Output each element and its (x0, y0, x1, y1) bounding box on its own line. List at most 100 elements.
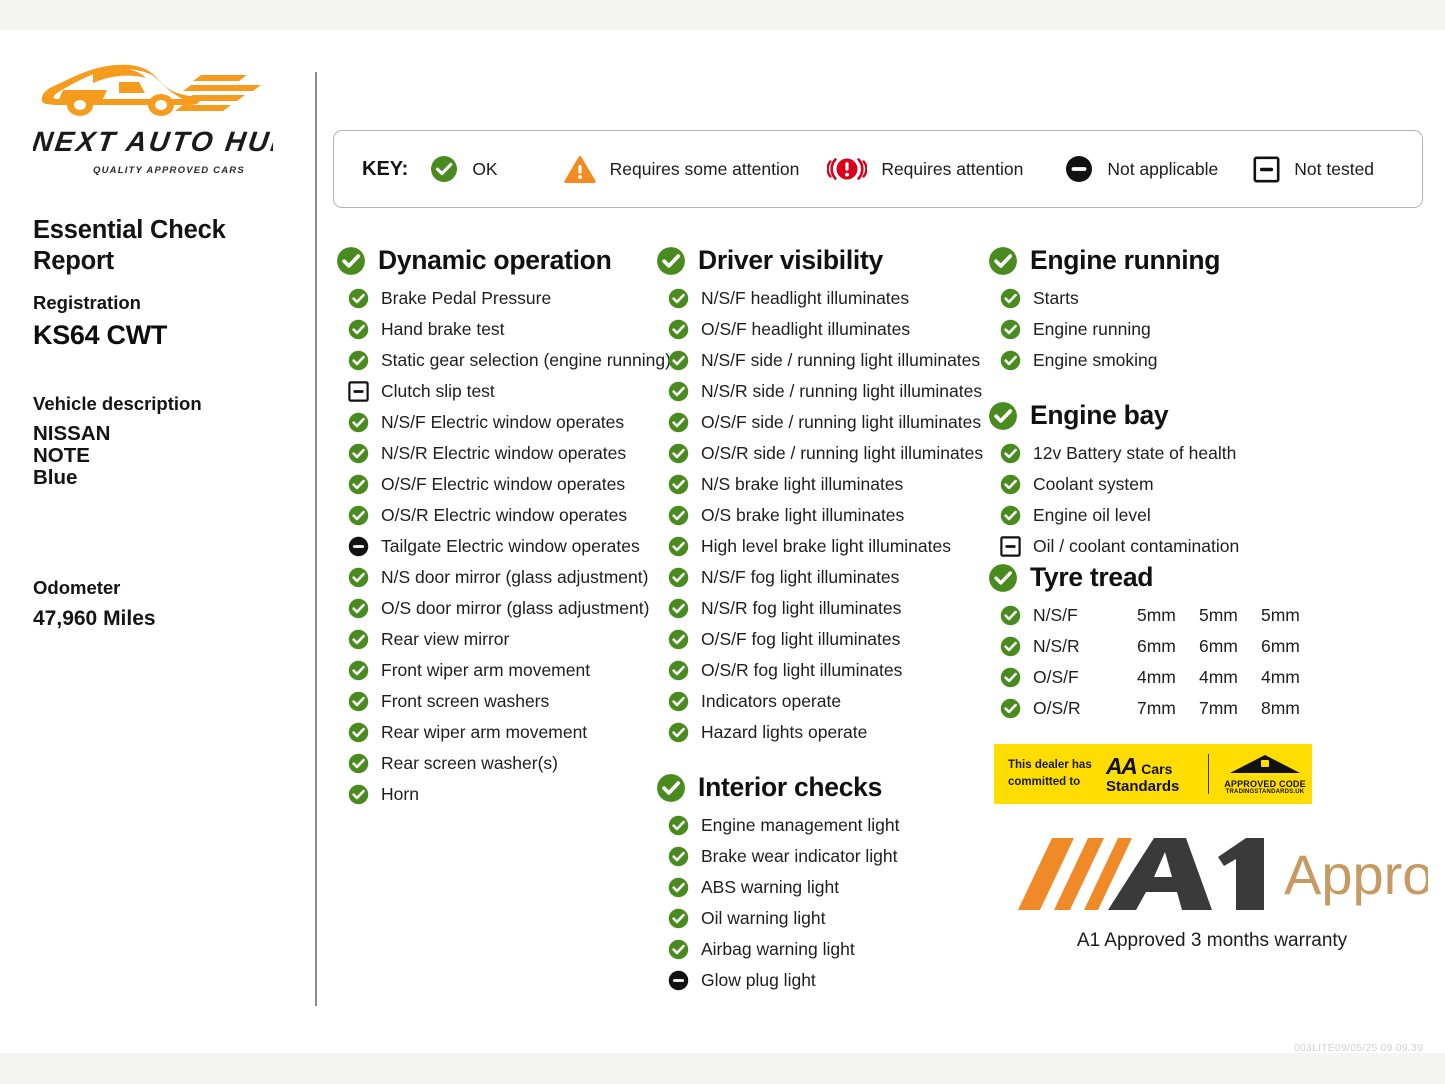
tyre-position: N/S/F (1033, 605, 1078, 625)
section-title: Engine running (1030, 245, 1221, 275)
tyre-depth-value: 7mm (1137, 698, 1176, 718)
check-circle-green-icon (668, 443, 689, 464)
check-row: N/S/R side / running light illuminates (656, 376, 986, 407)
section-title: Dynamic operation (378, 245, 612, 275)
check-circle-green-icon (336, 246, 366, 276)
check-circle-green-icon (668, 877, 689, 898)
check-item-label: Hand brake test (381, 319, 505, 339)
check-item-label: O/S/F headlight illuminates (701, 319, 911, 339)
check-row: O/S/F headlight illuminates (656, 314, 986, 345)
check-item-label: N/S/R Electric window operates (381, 443, 627, 463)
tyre-depth-value: 6mm (1137, 636, 1176, 656)
check-circle-green-icon (668, 412, 689, 433)
aa-badge-intro: This dealer has committed to (1008, 757, 1100, 792)
check-row: Brake wear indicator light (656, 841, 986, 872)
check-circle-green-icon (668, 381, 689, 402)
check-item-label: O/S/F Electric window operates (381, 474, 626, 494)
svg-text:Approved: Approved (1284, 843, 1428, 906)
a1-warranty-caption: A1 Approved 3 months warranty (1076, 930, 1348, 951)
check-item-label: Horn (381, 784, 419, 804)
check-circle-green-icon (1000, 636, 1021, 657)
tyre-depth-value: 7mm (1199, 698, 1238, 718)
section-title: Driver visibility (698, 245, 883, 275)
check-row: Rear view mirror (336, 624, 658, 655)
tyre-tread-row: O/S/R 7mm 7mm 8mm (988, 693, 1428, 724)
section-header: Dynamic operation (336, 245, 658, 276)
check-row: N/S/F Electric window operates (336, 407, 658, 438)
check-circle-green-icon (988, 246, 1018, 276)
minus-circle-black-icon (348, 536, 369, 557)
check-item-label: Static gear selection (engine running) (381, 350, 671, 370)
check-row: Rear screen washer(s) (336, 748, 658, 779)
check-item-label: N/S/R fog light illuminates (701, 598, 902, 618)
section-driver-visibility: Driver visibility N/S/F headlight illumin… (656, 245, 986, 748)
check-row: 12v Battery state of health (988, 438, 1428, 469)
tyre-depth-value: 6mm (1261, 636, 1300, 656)
check-item-label: O/S/R side / running light illuminates (701, 443, 984, 463)
check-circle-green-icon (1000, 505, 1021, 526)
check-item-label: Starts (1033, 288, 1079, 308)
section-header-tyre-tread: Tyre tread (988, 562, 1428, 593)
check-row: O/S/F Electric window operates (336, 469, 658, 500)
check-row: Indicators operate (656, 686, 986, 717)
check-item-label: O/S brake light illuminates (701, 505, 905, 525)
vehicle-model: NOTE (33, 443, 90, 467)
registration-value: KS64 CWT (33, 319, 168, 350)
tyre-tread-row: N/S/F 5mm 5mm 5mm (988, 600, 1428, 631)
approved-code-text: APPROVED CODE (1224, 778, 1306, 789)
check-row: Static gear selection (engine running) (336, 345, 671, 376)
report-footer-code: 003LITE09/05/25 09.09.39 (1293, 1042, 1423, 1054)
check-item-label: Rear wiper arm movement (381, 722, 588, 742)
section-engine-running: Engine running Starts Engine running Engine… (988, 245, 1428, 376)
check-circle-green-icon (668, 567, 689, 588)
section-header: Engine running (988, 245, 1428, 276)
check-circle-green-icon (348, 505, 369, 526)
minus-square-outline-icon (1253, 155, 1280, 183)
registration-label: Registration (33, 291, 141, 313)
check-circle-green-icon (1000, 350, 1021, 371)
check-row: Airbag warning light (656, 934, 986, 965)
check-circle-green-icon (348, 753, 369, 774)
vehicle-colour: Blue (33, 465, 78, 489)
check-item-label: Tailgate Electric window operates (381, 536, 640, 556)
tyre-depth-value: 5mm (1261, 605, 1300, 625)
check-item-label: Oil / coolant contamination (1033, 536, 1240, 556)
check-circle-green-icon (668, 536, 689, 557)
aa-badge-intro-line2: committed to (1008, 776, 1081, 788)
check-row: N/S/F fog light illuminates (656, 562, 986, 593)
check-item-label: Indicators operate (701, 691, 842, 711)
check-item-label: Brake wear indicator light (701, 846, 898, 866)
check-circle-green-icon (1000, 605, 1021, 626)
vehicle-description-label: Vehicle description (33, 392, 202, 414)
a1-approved-block: Approved A1 Approved 3 months warranty (996, 832, 1428, 952)
check-row: Hazard lights operate (656, 717, 986, 748)
check-item-label: Glow plug light (701, 970, 816, 990)
check-circle-green-icon (668, 598, 689, 619)
check-item-label: Oil warning light (701, 908, 826, 928)
check-row: Front wiper arm movement (336, 655, 658, 686)
col3-sections: Engine running Starts Engine running Engine… (988, 245, 1428, 562)
check-item-label: 12v Battery state of health (1033, 443, 1237, 463)
check-circle-green-icon (348, 598, 369, 619)
tyre-tread-table: N/S/F 5mm 5mm 5mm N/S/R 6mm 6mm 6mm O/S/F 4mm 4mm 4… (988, 600, 1428, 724)
tyre-depth-value: 6mm (1199, 636, 1238, 656)
check-circle-green-icon (656, 773, 686, 803)
check-row: N/S door mirror (glass adjustment) (336, 562, 658, 593)
key-label-some-attention: Requires some attention (609, 158, 800, 179)
check-item-label: N/S/F Electric window operates (381, 412, 625, 432)
check-circle-green-icon (668, 939, 689, 960)
dealer-logo: NEXT AUTO HUB QUALITY APPROVED CARS (33, 60, 285, 177)
check-row: O/S/F side / running light illuminates (656, 407, 986, 438)
check-circle-green-icon (348, 660, 369, 681)
key-item-not-applicable: Not applicable (1065, 155, 1218, 183)
check-item-label: O/S/F fog light illuminates (701, 629, 901, 649)
check-item-label: ABS warning light (701, 877, 840, 897)
vehicle-make: NISSAN (33, 421, 111, 445)
check-circle-green-icon (348, 567, 369, 588)
check-row: Horn (336, 779, 658, 810)
approved-code-logo: APPROVED CODE TRADINGSTANDARDS.UK (1223, 754, 1307, 795)
check-row: O/S/F fog light illuminates (656, 624, 986, 655)
check-circle-green-icon (348, 629, 369, 650)
check-row: Engine smoking (988, 345, 1428, 376)
key-item-not-tested: Not tested (1253, 155, 1374, 183)
